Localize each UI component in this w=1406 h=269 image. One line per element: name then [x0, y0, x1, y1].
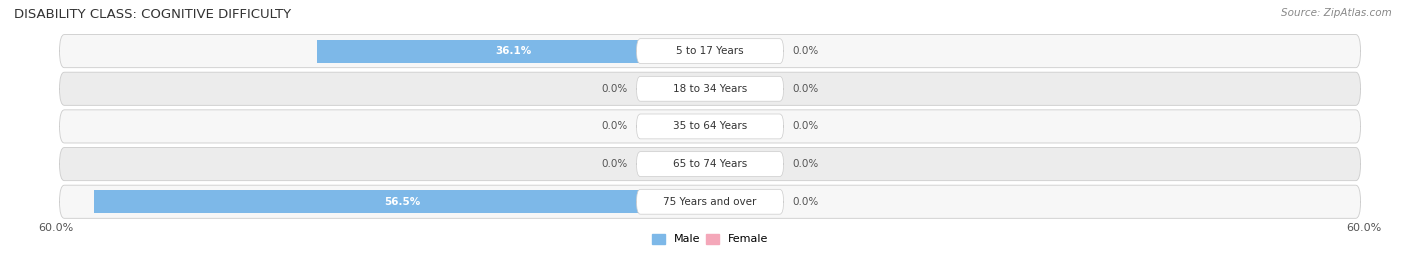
- Bar: [710, 115, 731, 138]
- Text: 0.0%: 0.0%: [793, 121, 818, 132]
- Text: 36.1%: 36.1%: [495, 46, 531, 56]
- FancyBboxPatch shape: [637, 152, 783, 176]
- Text: 0.0%: 0.0%: [602, 159, 627, 169]
- FancyBboxPatch shape: [637, 114, 783, 139]
- FancyBboxPatch shape: [59, 147, 1361, 181]
- Bar: [689, 153, 710, 176]
- Text: 35 to 64 Years: 35 to 64 Years: [673, 121, 747, 132]
- Text: 65 to 74 Years: 65 to 74 Years: [673, 159, 747, 169]
- Bar: [710, 153, 731, 176]
- Text: 0.0%: 0.0%: [793, 159, 818, 169]
- Text: DISABILITY CLASS: COGNITIVE DIFFICULTY: DISABILITY CLASS: COGNITIVE DIFFICULTY: [14, 8, 291, 21]
- Text: 18 to 34 Years: 18 to 34 Years: [673, 84, 747, 94]
- Bar: [710, 77, 731, 100]
- Bar: [710, 40, 731, 63]
- FancyBboxPatch shape: [637, 39, 783, 63]
- FancyBboxPatch shape: [637, 76, 783, 101]
- Text: 56.5%: 56.5%: [384, 197, 420, 207]
- Bar: [689, 115, 710, 138]
- FancyBboxPatch shape: [637, 189, 783, 214]
- Bar: [689, 77, 710, 100]
- FancyBboxPatch shape: [59, 185, 1361, 218]
- FancyBboxPatch shape: [59, 110, 1361, 143]
- Text: 0.0%: 0.0%: [793, 46, 818, 56]
- Text: 0.0%: 0.0%: [793, 197, 818, 207]
- Text: 0.0%: 0.0%: [602, 84, 627, 94]
- Text: Source: ZipAtlas.com: Source: ZipAtlas.com: [1281, 8, 1392, 18]
- Text: 0.0%: 0.0%: [793, 84, 818, 94]
- Bar: [94, 190, 710, 213]
- FancyBboxPatch shape: [59, 72, 1361, 105]
- Text: 0.0%: 0.0%: [602, 121, 627, 132]
- Text: 75 Years and over: 75 Years and over: [664, 197, 756, 207]
- Bar: [316, 40, 710, 63]
- Text: 5 to 17 Years: 5 to 17 Years: [676, 46, 744, 56]
- Bar: [710, 190, 731, 213]
- Legend: Male, Female: Male, Female: [647, 229, 773, 249]
- FancyBboxPatch shape: [59, 34, 1361, 68]
